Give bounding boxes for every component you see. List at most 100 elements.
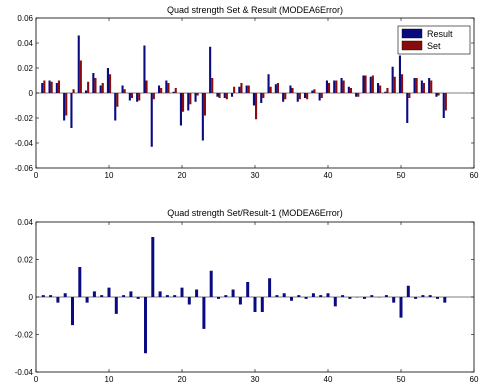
bar-s0-x32 (267, 74, 270, 93)
bar-s0-x33 (275, 295, 279, 298)
bar-s0-x27 (231, 93, 234, 97)
bar-s0-x7 (85, 90, 88, 93)
bar-s1-x32 (269, 86, 272, 93)
y-tick-label: -0.02 (15, 331, 34, 340)
bar-s1-x25 (218, 93, 221, 98)
bar-s0-x39 (318, 93, 321, 101)
bar-s0-x1 (41, 295, 45, 298)
bar-s0-x22 (194, 93, 197, 102)
bar-s0-x34 (282, 93, 285, 102)
x-tick-label: 60 (470, 171, 479, 180)
bar-s0-x33 (274, 84, 277, 93)
bar-s0-x20 (179, 93, 182, 126)
bar-s0-x56 (442, 93, 445, 118)
bar-s0-x44 (355, 93, 358, 97)
bar-s0-x29 (245, 85, 248, 93)
bottom-chart: Quad strength Set/Result-1 (MODEA6Error)… (15, 208, 479, 384)
y-tick-label: -0.06 (15, 164, 34, 173)
bar-s0-x55 (435, 93, 438, 97)
bar-s0-x12 (122, 295, 126, 298)
bar-s0-x52 (414, 297, 418, 299)
bar-s0-x47 (377, 83, 380, 93)
bar-s1-x44 (357, 93, 360, 97)
bar-s0-x21 (187, 297, 191, 305)
bar-s0-x10 (106, 68, 109, 93)
bar-s0-x6 (78, 267, 82, 297)
x-tick-label: 20 (178, 375, 187, 384)
bar-s0-x17 (158, 291, 162, 298)
bar-s0-x10 (107, 287, 111, 298)
bar-s1-x53 (422, 83, 425, 93)
y-tick-label: 0.02 (17, 256, 33, 265)
bar-s0-x2 (48, 80, 51, 93)
bar-s1-x18 (167, 83, 170, 93)
bar-s0-x5 (70, 93, 73, 128)
bar-s0-x34 (282, 293, 286, 297)
bar-s0-x53 (420, 80, 423, 93)
bar-s1-x7 (87, 81, 90, 93)
bar-s0-x6 (77, 35, 80, 93)
bar-s1-x49 (393, 76, 396, 93)
bar-s0-x13 (129, 291, 133, 298)
bar-s0-x49 (391, 66, 394, 93)
bar-s1-x36 (298, 93, 301, 100)
y-tick-label: 0 (29, 89, 34, 98)
bar-s0-x3 (55, 83, 58, 93)
bar-s0-x22 (195, 289, 199, 297)
bar-s0-x38 (311, 293, 315, 297)
bar-s0-x14 (136, 93, 139, 102)
bar-s0-x50 (398, 55, 401, 93)
legend-label-result: Result (427, 29, 453, 39)
bar-s1-x24 (211, 78, 214, 93)
y-tick-label: -0.04 (15, 368, 34, 377)
bar-s0-x7 (85, 297, 89, 303)
bar-s0-x54 (428, 295, 432, 298)
bar-s0-x29 (246, 282, 250, 297)
bar-s0-x40 (326, 293, 330, 297)
top-chart-x-ticks: 0 10 20 30 40 50 60 (34, 18, 479, 180)
bar-s0-x24 (209, 270, 213, 297)
bar-s0-x18 (165, 295, 169, 298)
x-tick-label: 40 (324, 171, 333, 180)
bar-s1-x17 (160, 88, 163, 93)
bar-s0-x15 (143, 45, 146, 93)
bar-s1-x14 (138, 93, 141, 101)
top-chart-title: Quad strength Set & Result (MODEA6Error) (167, 5, 343, 15)
bar-s0-x19 (172, 91, 175, 93)
bar-s0-x14 (136, 297, 140, 299)
bar-s1-x39 (320, 93, 323, 98)
bar-s1-x16 (152, 93, 155, 100)
bottom-chart-title: Quad strength Set/Result-1 (MODEA6Error) (167, 208, 343, 218)
bar-s0-x54 (428, 78, 431, 93)
bar-s0-x8 (92, 73, 95, 93)
bar-s0-x48 (384, 295, 388, 298)
y-tick-label: 0.02 (17, 64, 33, 73)
bottom-chart-bars (41, 237, 447, 354)
bar-s0-x18 (165, 80, 168, 93)
x-tick-label: 50 (397, 375, 406, 384)
bar-s0-x31 (260, 297, 264, 312)
bar-s1-x38 (313, 89, 316, 93)
bar-s1-x29 (247, 85, 250, 93)
top-chart: Quad strength Set & Result (MODEA6Error)… (15, 5, 479, 180)
bar-s0-x11 (114, 297, 118, 314)
bar-s0-x8 (92, 291, 96, 298)
bar-s1-x33 (276, 83, 279, 93)
bar-s0-x42 (340, 78, 343, 93)
bar-s0-x45 (362, 75, 365, 93)
x-tick-label: 0 (34, 171, 39, 180)
x-tick-label: 30 (251, 375, 260, 384)
bar-s0-x43 (348, 297, 352, 299)
bar-s0-x37 (304, 297, 308, 299)
bar-s0-x16 (150, 93, 153, 147)
bar-s1-x5 (72, 89, 75, 93)
bar-s0-x25 (217, 297, 220, 299)
bar-s0-x37 (304, 93, 307, 98)
bar-s0-x1 (41, 83, 44, 93)
bar-s1-x51 (408, 93, 411, 98)
bar-s0-x23 (201, 93, 204, 141)
bar-s0-x51 (406, 93, 409, 123)
bar-s0-x2 (49, 295, 53, 298)
y-tick-label: 0.06 (17, 14, 33, 23)
bar-s1-x22 (196, 93, 199, 96)
